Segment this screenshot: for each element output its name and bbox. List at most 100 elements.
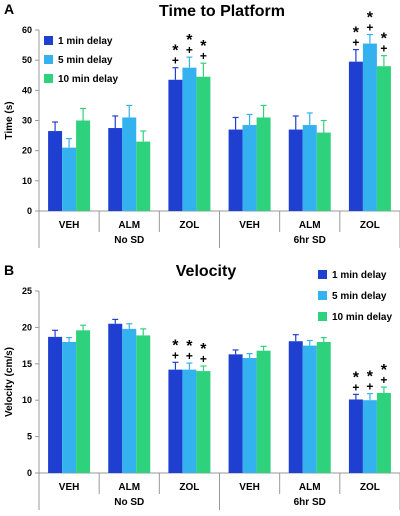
x-group-label: 6hr SD bbox=[294, 235, 326, 246]
significance-star: * bbox=[200, 341, 207, 358]
significance-plus: + bbox=[172, 348, 179, 362]
bar bbox=[48, 131, 63, 211]
bar bbox=[256, 117, 271, 211]
x-tick-label-zol: ZOL bbox=[179, 220, 199, 231]
bar bbox=[362, 400, 377, 473]
legend-label: 10 min delay bbox=[332, 312, 392, 323]
bar bbox=[228, 129, 243, 211]
chart-panel-b: B Velocity Velocity (cm/s) 0 5 10 15 20 25 VEH ALM… bbox=[4, 262, 400, 510]
significance-plus: + bbox=[366, 380, 373, 394]
legend-swatch bbox=[44, 55, 53, 64]
bar bbox=[48, 336, 63, 473]
significance-star: * bbox=[200, 38, 207, 55]
y-tick-label: 0 bbox=[27, 468, 32, 478]
y-tick-label: 5 bbox=[27, 432, 32, 442]
bar bbox=[62, 341, 77, 473]
x-tick-label-alm: ALM bbox=[299, 220, 321, 231]
legend-label: 1 min delay bbox=[58, 36, 113, 47]
bar bbox=[196, 76, 211, 211]
bar bbox=[348, 61, 363, 211]
x-tick-label-zol: ZOL bbox=[360, 220, 380, 231]
bar bbox=[76, 120, 91, 211]
bar bbox=[122, 328, 137, 473]
significance-star: * bbox=[367, 10, 374, 27]
x-group-label: No SD bbox=[114, 497, 144, 508]
legend-swatch bbox=[318, 291, 327, 300]
significance-plus: + bbox=[200, 352, 207, 366]
legend-label: 10 min delay bbox=[58, 74, 118, 85]
x-group-label: 6hr SD bbox=[294, 497, 326, 508]
legend-label: 5 min delay bbox=[332, 291, 387, 302]
y-tick-label: 10 bbox=[22, 395, 32, 405]
significance-plus: + bbox=[186, 349, 193, 363]
bar bbox=[228, 354, 243, 473]
bar bbox=[122, 117, 137, 211]
bar bbox=[108, 128, 123, 211]
bar bbox=[362, 43, 377, 212]
y-tick-label: 20 bbox=[22, 322, 32, 332]
chart-panel-a: A Time to Platform Time (s) 0 10 20 30 40 50 60 VE… bbox=[4, 1, 400, 248]
x-tick-label-alm: ALM bbox=[118, 482, 140, 493]
bar bbox=[316, 341, 331, 473]
bar bbox=[108, 323, 123, 473]
legend-label: 1 min delay bbox=[332, 270, 387, 281]
significance-star: * bbox=[353, 369, 360, 386]
significance-plus: + bbox=[186, 43, 193, 57]
x-group-label: No SD bbox=[114, 235, 144, 246]
legend-swatch bbox=[44, 74, 53, 83]
legend-swatch bbox=[318, 270, 327, 279]
bar bbox=[288, 341, 303, 473]
bar bbox=[242, 357, 257, 473]
y-tick-label: 60 bbox=[22, 25, 32, 35]
bar bbox=[136, 335, 151, 473]
significance-plus: + bbox=[200, 49, 207, 63]
y-tick-label: 10 bbox=[22, 176, 32, 186]
y-tick-label: 25 bbox=[22, 286, 32, 296]
x-tick-label-veh: VEH bbox=[59, 220, 80, 231]
significance-plus: + bbox=[352, 380, 359, 394]
significance-star: * bbox=[381, 31, 388, 48]
significance-plus: + bbox=[380, 42, 387, 56]
significance-star: * bbox=[172, 337, 179, 354]
bar bbox=[302, 345, 317, 473]
y-tick-label: 50 bbox=[22, 55, 32, 65]
x-tick-label-veh: VEH bbox=[239, 482, 260, 493]
panel-letter: B bbox=[4, 262, 14, 278]
significance-star: * bbox=[172, 43, 179, 60]
bar bbox=[76, 330, 91, 473]
y-tick-label: 40 bbox=[22, 85, 32, 95]
bar bbox=[196, 371, 211, 473]
y-tick-label: 20 bbox=[22, 146, 32, 156]
bar bbox=[348, 399, 363, 473]
bar bbox=[168, 79, 183, 212]
y-tick-label: 15 bbox=[22, 359, 32, 369]
bar bbox=[182, 369, 197, 473]
y-axis-label: Velocity (cm/s) bbox=[4, 347, 15, 417]
significance-star: * bbox=[353, 25, 360, 42]
x-tick-label-alm: ALM bbox=[299, 482, 321, 493]
significance-plus: + bbox=[172, 54, 179, 68]
x-tick-label-veh: VEH bbox=[239, 220, 260, 231]
bar bbox=[302, 125, 317, 211]
x-tick-label-zol: ZOL bbox=[179, 482, 199, 493]
bar bbox=[136, 141, 151, 211]
bar bbox=[182, 67, 197, 211]
bar bbox=[62, 147, 77, 211]
legend-label: 5 min delay bbox=[58, 55, 113, 66]
panel-letter: A bbox=[4, 1, 14, 17]
bar bbox=[316, 132, 331, 211]
legend-swatch bbox=[318, 312, 327, 321]
bar bbox=[376, 392, 391, 473]
significance-plus: + bbox=[366, 21, 373, 35]
legend-swatch bbox=[44, 36, 53, 45]
bar bbox=[242, 125, 257, 211]
bar bbox=[168, 369, 183, 473]
significance-star: * bbox=[186, 338, 193, 355]
y-axis-label: Time (s) bbox=[4, 101, 15, 139]
significance-star: * bbox=[186, 32, 193, 49]
chart-title: Time to Platform bbox=[159, 3, 285, 20]
significance-plus: + bbox=[380, 373, 387, 387]
significance-plus: + bbox=[352, 36, 359, 50]
